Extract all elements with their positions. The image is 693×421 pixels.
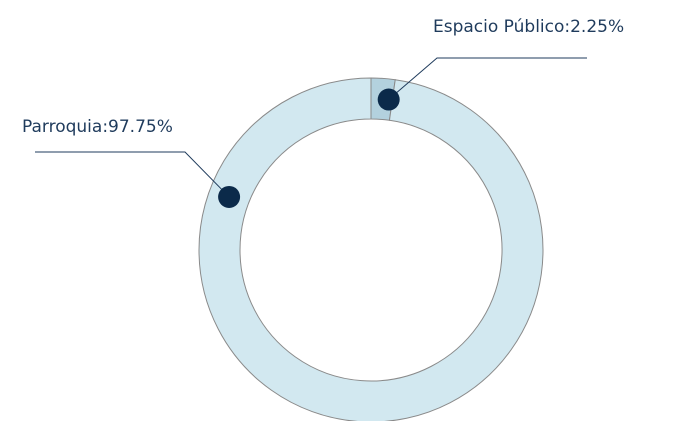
label-dot	[377, 88, 400, 111]
data-label: Parroquia:97.75%	[22, 117, 173, 137]
label-dot	[218, 185, 241, 208]
donut-slice	[198, 77, 544, 421]
leader-line	[35, 151, 230, 198]
leader-line	[388, 57, 587, 100]
data-label: Espacio Público:2.25%	[433, 17, 624, 37]
